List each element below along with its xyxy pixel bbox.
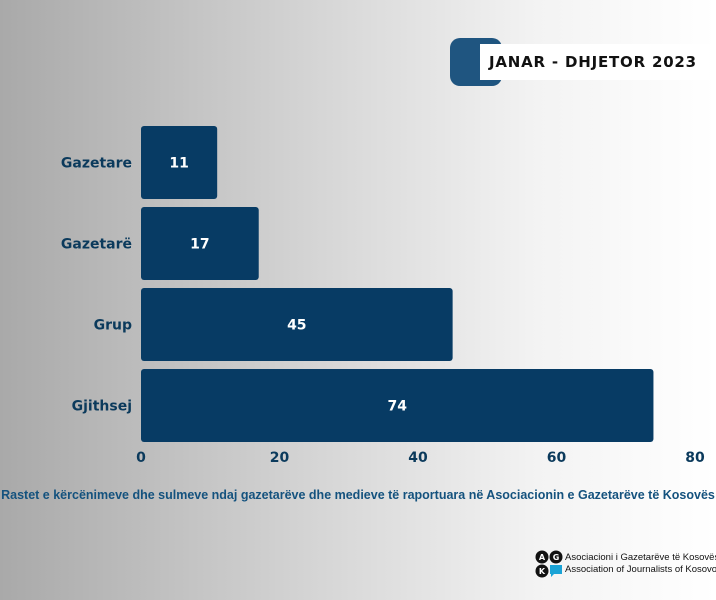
category-label: Gazetare (61, 156, 132, 172)
x-tick-label: 0 (136, 450, 146, 466)
logo-letter: A (539, 553, 546, 562)
logo-letter: K (539, 567, 546, 576)
data-label: 17 (190, 237, 209, 253)
logo-letter: G (553, 553, 560, 562)
x-tick-label: 40 (408, 450, 428, 466)
agk-logo: A G K Asociacioni i Gazetarëve të Kosovë… (535, 549, 716, 579)
bar (141, 207, 259, 280)
x-tick-label: 80 (685, 450, 705, 466)
logo-text: Asociacioni i Gazetarëve të Kosovës Asso… (565, 552, 716, 576)
bar-chart: 11 Gazetare 17 Gazetarë 45 Grup 74 Gjithsej 0 20 4… (61, 126, 705, 466)
category-label: Grup (94, 318, 132, 334)
data-label: 11 (169, 156, 188, 172)
agk-logo-icon: A G K (535, 550, 563, 578)
data-label: 45 (287, 318, 306, 334)
category-label: Gjithsej (72, 399, 132, 415)
logo-line-1: Asociacioni i Gazetarëve të Kosovës (565, 552, 716, 563)
bar (141, 288, 453, 361)
title-block: JANAR - DHJETOR 2023 (450, 38, 716, 86)
chart-title: JANAR - DHJETOR 2023 (489, 53, 697, 71)
chart-caption: Rastet e kërcënimeve dhe sulmeve ndaj ga… (1, 488, 715, 502)
logo-line-2: Association of Journalists of Kosovo (565, 564, 716, 575)
x-tick-label: 20 (270, 450, 290, 466)
title-box: JANAR - DHJETOR 2023 (480, 44, 716, 80)
x-tick-label: 60 (547, 450, 567, 466)
category-label: Gazetarë (61, 237, 132, 253)
bar (141, 369, 654, 442)
data-label: 74 (387, 399, 407, 415)
bar (141, 126, 218, 199)
